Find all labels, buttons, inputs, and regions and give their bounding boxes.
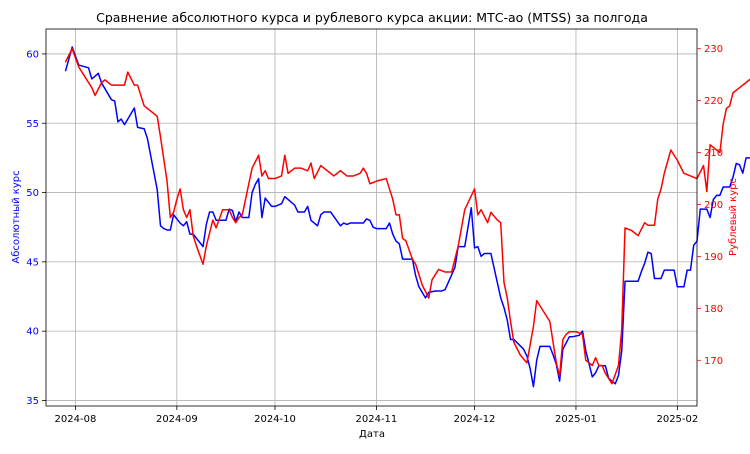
y-right-tick-label: 180	[704, 304, 723, 315]
y-left-tick-label: 35	[26, 396, 39, 407]
series-layer	[64, 46, 750, 388]
y-right-tick-label: 230	[704, 44, 723, 55]
grid-layer	[46, 29, 697, 406]
y-left-tick-label: 45	[26, 257, 39, 268]
plot-frame	[45, 28, 698, 407]
y-right-tick-label: 210	[704, 148, 723, 159]
y-right-tick-label: 220	[704, 96, 723, 107]
x-axis-label: Дата	[359, 429, 385, 440]
ruble-price-line	[64, 47, 750, 385]
axis-layer: 2024-08 2024-09 2024-10 2024-11 2024-12 2025-…	[26, 44, 723, 425]
y-right-tick-label: 170	[704, 356, 723, 367]
y-right-axis-label: Рублевый курс	[728, 178, 739, 256]
x-tick-label: 2024-10	[254, 414, 296, 425]
y-right-tick-label: 190	[704, 252, 723, 263]
y-left-axis-label: Абсолютный курс	[11, 170, 22, 263]
x-tick-label: 2025-02	[656, 414, 698, 425]
x-tick-label: 2024-12	[454, 414, 496, 425]
x-tick-label: 2024-09	[156, 414, 198, 425]
y-right-tick-label: 200	[704, 200, 723, 211]
x-tick-label: 2024-11	[356, 414, 398, 425]
x-tick-label: 2025-01	[555, 414, 597, 425]
y-left-tick-label: 60	[26, 49, 39, 60]
chart-title: Сравнение абсолютного курса и рублевого …	[96, 10, 648, 25]
y-left-tick-label: 55	[26, 119, 39, 130]
x-tick-label: 2024-08	[55, 414, 97, 425]
y-left-tick-label: 40	[26, 327, 39, 338]
absolute-price-line	[64, 46, 750, 388]
y-left-tick-label: 50	[26, 188, 39, 199]
